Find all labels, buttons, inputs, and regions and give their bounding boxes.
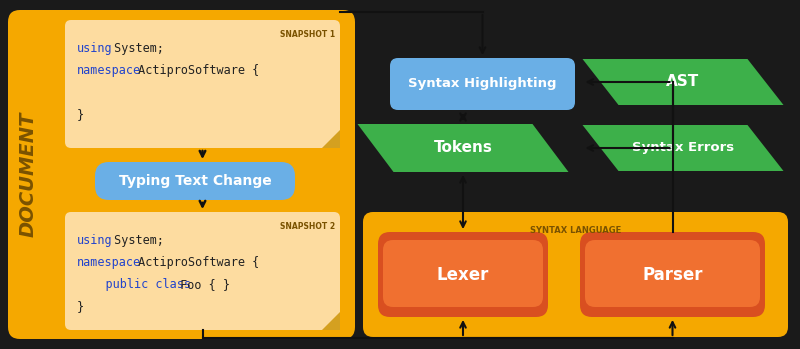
- Text: public class: public class: [77, 278, 191, 291]
- Text: SNAPSHOT 2: SNAPSHOT 2: [280, 222, 335, 231]
- FancyBboxPatch shape: [383, 240, 543, 307]
- Text: }: }: [77, 108, 84, 121]
- FancyBboxPatch shape: [65, 212, 340, 330]
- Text: ActiproSoftware {: ActiproSoftware {: [131, 256, 259, 269]
- Text: }: }: [77, 300, 84, 313]
- Text: Parser: Parser: [642, 266, 702, 283]
- Text: Lexer: Lexer: [437, 266, 489, 283]
- Text: System;: System;: [107, 42, 164, 55]
- Polygon shape: [322, 130, 340, 148]
- Text: namespace: namespace: [77, 64, 141, 77]
- FancyBboxPatch shape: [8, 10, 355, 339]
- Text: AST: AST: [666, 74, 700, 89]
- FancyBboxPatch shape: [390, 58, 575, 110]
- Text: SNAPSHOT 1: SNAPSHOT 1: [280, 30, 335, 39]
- Text: using: using: [77, 234, 113, 247]
- Text: Foo { }: Foo { }: [173, 278, 230, 291]
- Text: System;: System;: [107, 234, 164, 247]
- Polygon shape: [582, 59, 783, 105]
- Text: using: using: [77, 42, 113, 55]
- Text: SYNTAX LANGUAGE: SYNTAX LANGUAGE: [530, 226, 621, 235]
- FancyBboxPatch shape: [95, 162, 295, 200]
- Text: Syntax Highlighting: Syntax Highlighting: [408, 77, 557, 90]
- Polygon shape: [358, 124, 569, 172]
- Text: Typing Text Change: Typing Text Change: [118, 174, 271, 188]
- FancyBboxPatch shape: [378, 232, 548, 317]
- Text: namespace: namespace: [77, 256, 141, 269]
- FancyBboxPatch shape: [580, 232, 765, 317]
- FancyBboxPatch shape: [65, 20, 340, 148]
- Polygon shape: [582, 125, 783, 171]
- Text: Tokens: Tokens: [434, 141, 493, 156]
- Text: Syntax Errors: Syntax Errors: [632, 141, 734, 155]
- Polygon shape: [322, 312, 340, 330]
- Text: ActiproSoftware {: ActiproSoftware {: [131, 64, 259, 77]
- FancyBboxPatch shape: [363, 212, 788, 337]
- Text: DOCUMENT: DOCUMENT: [18, 112, 38, 237]
- FancyBboxPatch shape: [585, 240, 760, 307]
